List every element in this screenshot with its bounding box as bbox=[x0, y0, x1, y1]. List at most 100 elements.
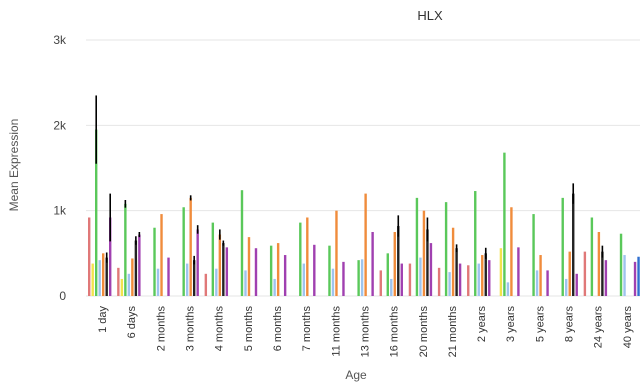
x-tick-label: 5 years bbox=[534, 306, 546, 343]
bar bbox=[120, 278, 124, 296]
bar bbox=[167, 257, 170, 296]
bar bbox=[623, 255, 626, 296]
bar bbox=[182, 207, 185, 296]
bar bbox=[189, 197, 192, 296]
chart-title: HLX bbox=[417, 8, 443, 23]
bar bbox=[397, 226, 400, 296]
bar bbox=[335, 210, 338, 296]
y-tick-label: 2k bbox=[53, 118, 67, 132]
x-tick-label: 1 day bbox=[97, 306, 109, 333]
x-tick-label: 7 months bbox=[301, 306, 313, 352]
bar bbox=[517, 247, 520, 296]
bar bbox=[503, 152, 506, 296]
y-tick-label: 0 bbox=[59, 289, 66, 303]
bar bbox=[590, 217, 594, 296]
bar-group bbox=[467, 191, 491, 296]
x-tick-label: 11 months bbox=[330, 306, 342, 357]
bar bbox=[488, 260, 491, 296]
bar-groups bbox=[88, 95, 640, 296]
bar bbox=[98, 260, 101, 296]
bar bbox=[134, 240, 138, 296]
x-tick-label: 2 months bbox=[155, 306, 167, 352]
bar bbox=[535, 270, 539, 296]
bar bbox=[565, 278, 568, 296]
bar bbox=[637, 256, 640, 296]
x-tick-label: 20 months bbox=[418, 306, 430, 358]
bar bbox=[204, 273, 208, 296]
x-axis-label: Age bbox=[345, 368, 367, 382]
bar bbox=[240, 190, 244, 296]
bar bbox=[302, 263, 306, 296]
x-tick-label: 21 months bbox=[447, 306, 459, 358]
bar bbox=[342, 261, 345, 296]
bar bbox=[91, 263, 94, 296]
bar-group bbox=[204, 222, 229, 296]
bar bbox=[127, 273, 131, 296]
x-tick-label: 16 months bbox=[389, 306, 401, 358]
bar-group bbox=[561, 183, 578, 296]
bar bbox=[196, 229, 199, 296]
bar bbox=[481, 255, 484, 296]
bar bbox=[619, 233, 623, 296]
bar bbox=[360, 259, 364, 296]
bar bbox=[455, 248, 458, 296]
bar bbox=[575, 273, 578, 296]
bar bbox=[415, 197, 419, 296]
bar bbox=[225, 247, 229, 296]
bar-group bbox=[182, 195, 199, 296]
bar bbox=[597, 232, 601, 296]
bar bbox=[429, 243, 433, 296]
bar bbox=[138, 234, 141, 296]
x-tick-label: 3 months bbox=[185, 306, 197, 352]
bar bbox=[510, 207, 513, 296]
bar bbox=[477, 263, 480, 296]
bar bbox=[546, 270, 549, 296]
bar bbox=[474, 191, 477, 296]
bar bbox=[437, 267, 441, 296]
bar bbox=[218, 234, 222, 296]
bar bbox=[313, 244, 316, 296]
bar bbox=[601, 251, 604, 296]
bar bbox=[156, 268, 160, 296]
bar bbox=[400, 263, 403, 296]
bar-group bbox=[532, 214, 549, 296]
bar-group bbox=[117, 200, 141, 296]
bar bbox=[244, 270, 247, 296]
bar bbox=[561, 197, 564, 296]
x-tick-label: 6 days bbox=[126, 306, 138, 339]
x-tick-label: 2 years bbox=[476, 306, 488, 343]
bar bbox=[499, 248, 503, 296]
bar bbox=[422, 210, 426, 296]
y-axis-label: Mean Expression bbox=[7, 119, 21, 212]
bar bbox=[124, 203, 127, 296]
bar bbox=[160, 214, 163, 296]
bar bbox=[390, 278, 393, 296]
bar bbox=[88, 217, 91, 296]
bar bbox=[357, 260, 360, 296]
bar bbox=[254, 248, 258, 296]
y-tick-label: 1k bbox=[53, 204, 67, 218]
bar-group bbox=[299, 217, 316, 296]
bar bbox=[532, 214, 535, 296]
bar bbox=[299, 222, 302, 296]
bar-group bbox=[437, 202, 462, 296]
x-tick-label: 5 months bbox=[243, 306, 255, 352]
bar bbox=[153, 227, 156, 296]
bar bbox=[211, 222, 215, 296]
bar bbox=[379, 270, 382, 296]
bar bbox=[458, 263, 462, 296]
x-tick-label: 3 years bbox=[505, 306, 517, 343]
bar bbox=[192, 260, 196, 296]
bar bbox=[539, 255, 542, 296]
bar bbox=[371, 232, 374, 296]
bar bbox=[222, 243, 225, 296]
bar bbox=[328, 245, 331, 296]
bar-group bbox=[240, 190, 258, 296]
y-tick-label: 3k bbox=[53, 33, 67, 47]
bar bbox=[109, 217, 112, 296]
bar bbox=[105, 257, 108, 296]
y-axis-ticks: 0 1k 2k 3k bbox=[53, 33, 67, 303]
x-tick-label: 6 months bbox=[272, 306, 284, 352]
bar-group bbox=[619, 233, 640, 296]
